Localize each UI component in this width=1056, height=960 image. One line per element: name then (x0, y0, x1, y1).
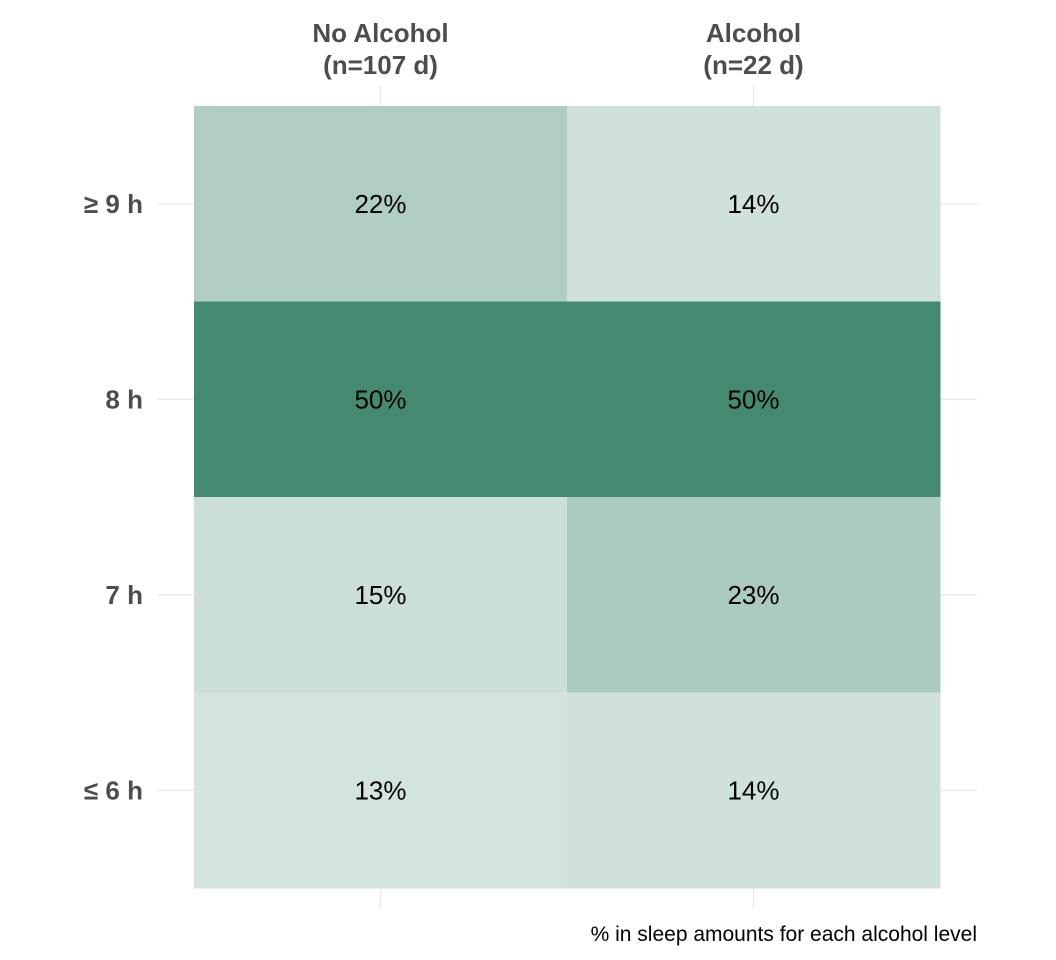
cell-value-label: 50% (727, 384, 779, 414)
column-header: Alcohol (n=22 d) (703, 18, 803, 80)
cell-value-label: 15% (354, 580, 406, 610)
axis-labels: No Alcohol (n=107 d) Alcohol (n=22 d) ≥ 9 h 8… (84, 18, 804, 805)
cell-value-label: 50% (354, 384, 406, 414)
heatmap-cell (567, 692, 941, 889)
heatmap-cell (194, 301, 568, 498)
heatmap-cell (194, 692, 568, 889)
heatmap-cell (567, 106, 941, 302)
row-label: 7 h (105, 580, 143, 610)
row-label: ≥ 9 h (84, 189, 143, 219)
cell-value-label: 14% (727, 189, 779, 219)
row-label: ≤ 6 h (84, 775, 143, 805)
cell-value-label: 23% (727, 580, 779, 610)
cell-labels: 22% 14% 50% 50% 15% 23% 13% 14% (354, 189, 779, 806)
heatmap-cell (567, 301, 941, 498)
heatmap-cell (567, 497, 941, 693)
heatmap-cells (194, 106, 941, 889)
heatmap-cell (194, 106, 568, 302)
column-header: No Alcohol (n=107 d) (312, 18, 448, 80)
row-label: 8 h (105, 384, 143, 414)
heatmap-cell (194, 497, 568, 693)
cell-value-label: 14% (727, 775, 779, 805)
chart-caption: % in sleep amounts for each alcohol leve… (591, 923, 977, 946)
cell-value-label: 22% (354, 189, 406, 219)
cell-value-label: 13% (354, 775, 406, 805)
